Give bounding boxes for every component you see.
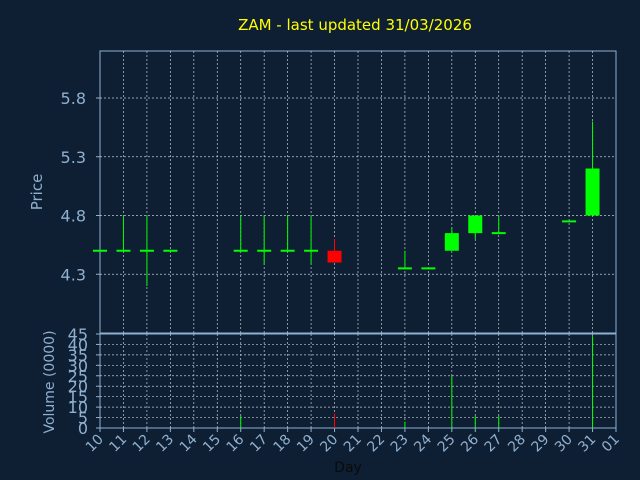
x-axis-label: Day bbox=[334, 460, 362, 476]
candle-body bbox=[163, 249, 178, 252]
chart-title: ZAM - last updated 31/03/2026 bbox=[238, 16, 472, 34]
x-tick-label: 20 bbox=[317, 432, 341, 456]
x-tick-label: 14 bbox=[177, 431, 201, 455]
x-tick-label: 15 bbox=[200, 432, 224, 456]
x-tick-label: 24 bbox=[411, 431, 435, 455]
x-tick-label: 11 bbox=[106, 432, 130, 456]
volume-tick-label: 25 bbox=[68, 367, 88, 386]
volume-tick-label: 35 bbox=[68, 346, 88, 365]
volume-tick-label: 15 bbox=[68, 388, 88, 407]
candle-body bbox=[491, 232, 506, 235]
price-axis-label: Price bbox=[28, 174, 46, 211]
volume-tick-label: 20 bbox=[68, 377, 88, 396]
x-tick-label: 29 bbox=[529, 432, 553, 456]
price-tick-label: 4.8 bbox=[61, 207, 86, 226]
x-tick-label: 21 bbox=[341, 432, 365, 456]
candle-body bbox=[280, 249, 295, 252]
candle-body bbox=[257, 249, 272, 252]
x-tick-label: 28 bbox=[505, 432, 529, 456]
volume-tick-label: 5 bbox=[78, 409, 88, 428]
candle-body bbox=[421, 267, 436, 270]
candle-body bbox=[468, 215, 483, 234]
candle-body bbox=[562, 220, 577, 223]
x-tick-label: 23 bbox=[388, 432, 412, 456]
candle-body bbox=[93, 249, 107, 252]
x-tick-label: 30 bbox=[552, 432, 576, 456]
volume-tick-label: 45 bbox=[68, 325, 88, 344]
x-tick-label: 26 bbox=[458, 431, 482, 455]
x-tick-label: 18 bbox=[271, 432, 295, 456]
candle-body bbox=[116, 249, 131, 252]
candle-body bbox=[585, 168, 600, 216]
price-tick-label: 5.8 bbox=[61, 89, 86, 108]
candle-body bbox=[139, 249, 154, 252]
x-tick-label: 16 bbox=[224, 431, 248, 455]
x-tick-label: 13 bbox=[153, 432, 177, 456]
volume-tick-label: 10 bbox=[68, 398, 88, 417]
x-tick-label: 27 bbox=[482, 432, 506, 456]
x-tick-label: 19 bbox=[294, 432, 318, 456]
x-tick-label: 17 bbox=[247, 432, 271, 456]
volume-panel-frame bbox=[99, 333, 617, 429]
x-tick-label: 01 bbox=[599, 432, 623, 456]
candle-body bbox=[327, 250, 342, 263]
x-tick-label: 25 bbox=[435, 432, 459, 456]
volume-axis-label: Volume (0000) bbox=[42, 330, 58, 433]
candle-body bbox=[397, 267, 412, 270]
volume-tick-label: 30 bbox=[68, 356, 88, 375]
candle-body bbox=[304, 249, 319, 252]
volume-tick-label: 40 bbox=[68, 335, 88, 354]
price-tick-label: 4.3 bbox=[61, 265, 86, 284]
x-tick-label: 31 bbox=[575, 432, 599, 456]
candle-body bbox=[444, 233, 459, 251]
volume-tick-label: 0 bbox=[78, 419, 88, 438]
candle-body bbox=[233, 249, 248, 252]
x-tick-label: 12 bbox=[130, 432, 154, 456]
price-tick-label: 5.3 bbox=[61, 148, 86, 167]
x-tick-label: 22 bbox=[364, 432, 388, 456]
